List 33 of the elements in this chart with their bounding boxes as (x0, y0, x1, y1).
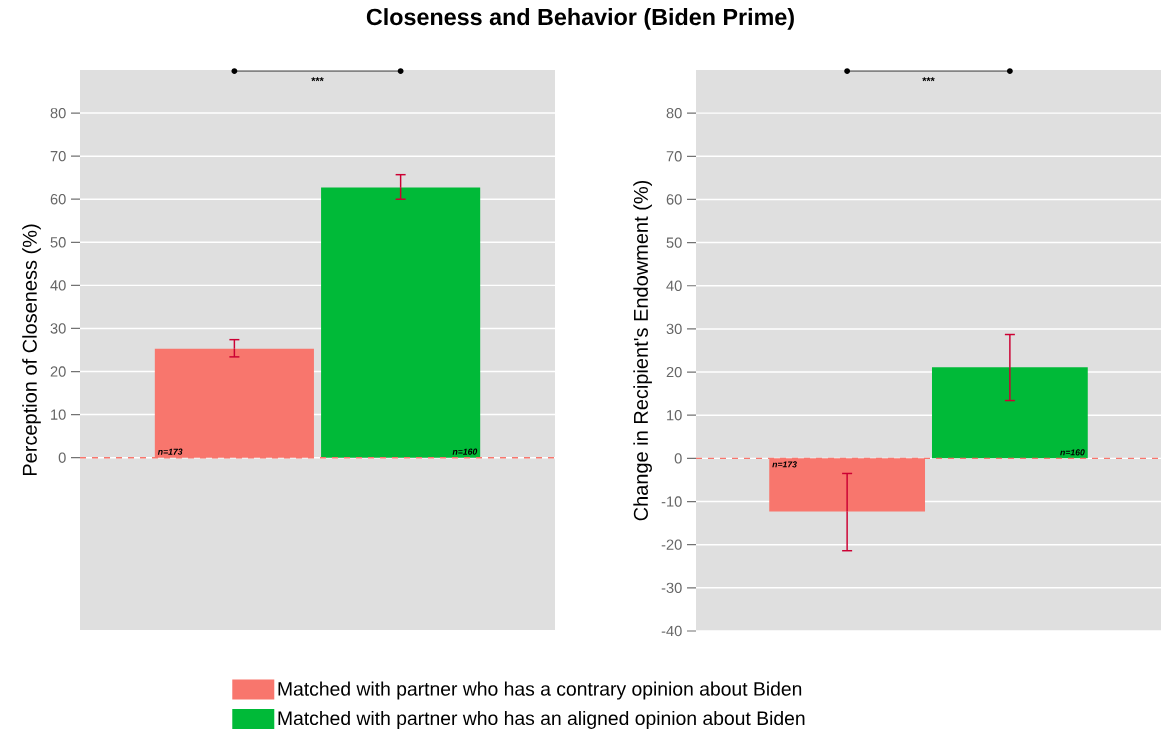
legend-label: Matched with partner who has a contrary opinion about Biden (278, 681, 802, 700)
annotation: *** (311, 77, 324, 82)
y-tick-label: -10 (661, 496, 682, 507)
y-tick-label: 60 (666, 194, 682, 205)
y-tick-label: 80 (50, 107, 66, 119)
y-axis-title: Change in Recipient's Endowment (%) (633, 180, 652, 521)
chart-title: Closeness and Behavior (Biden Prime) (366, 8, 794, 30)
annotation: n=160 (1060, 449, 1085, 456)
y-tick-label: 10 (51, 409, 66, 420)
y-tick-label: -30 (661, 582, 682, 594)
y-tick-label: 40 (666, 280, 682, 291)
y-tick-label: 20 (666, 366, 682, 378)
y-tick-label: 0 (58, 452, 66, 463)
y-tick-label: 60 (50, 194, 66, 205)
y-tick-label: 30 (666, 323, 682, 335)
y-tick-label: 20 (50, 366, 66, 377)
y-axis-title: Perception of Closeness (%) (22, 224, 41, 476)
y-tick-label: -40 (661, 625, 682, 637)
legend-label: Matched with partner who has an aligned opinion about Biden (278, 710, 805, 729)
annotation: n=173 (157, 448, 183, 455)
y-tick-label: 50 (666, 237, 682, 248)
y-tick-label: 50 (50, 237, 66, 248)
y-tick-label: 70 (50, 150, 66, 162)
y-tick-label: -20 (661, 539, 682, 550)
y-tick-label: 0 (674, 453, 682, 464)
annotation: *** (922, 77, 935, 82)
y-tick-label: 40 (50, 280, 66, 291)
annotation: n=160 (452, 448, 478, 455)
y-tick-label: 80 (666, 107, 682, 119)
y-tick-label: 10 (667, 410, 682, 421)
y-tick-label: 70 (666, 151, 682, 162)
y-tick-label: 30 (50, 323, 66, 334)
annotation: n=173 (772, 461, 797, 468)
